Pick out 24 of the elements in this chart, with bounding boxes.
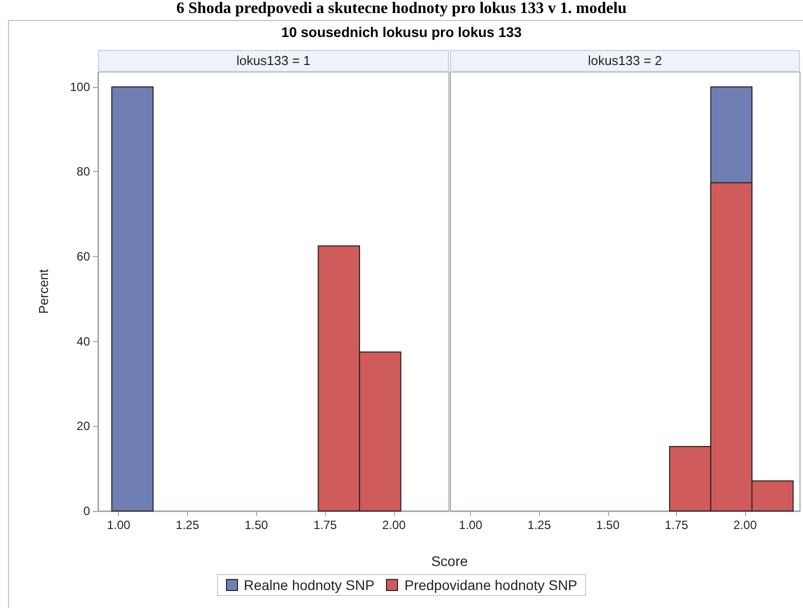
x-tick-label: 1.00 xyxy=(458,518,483,532)
chart-title: lokus133 = 2 xyxy=(450,50,800,72)
legend-label: Predpovidane hodnoty SNP xyxy=(403,577,578,593)
legend-label: Realne hodnoty SNP xyxy=(242,577,374,593)
x-tick-label: 1.50 xyxy=(244,518,268,532)
x-tick-label: 1.50 xyxy=(596,518,620,532)
y-tick-label: 20 xyxy=(76,419,90,434)
x-tick-label: 1.75 xyxy=(664,518,688,532)
x-tick-label: 2.00 xyxy=(382,518,406,532)
y-tick-label: 100 xyxy=(70,80,90,94)
x-tick-label: 1.25 xyxy=(176,518,200,532)
text: 10 sousednich lokusu pro lokus 133 xyxy=(280,24,523,40)
x-tick-label: 1.25 xyxy=(528,518,552,532)
y-tick-label: 60 xyxy=(76,250,90,264)
x-axis-title: Score xyxy=(430,553,469,569)
chart-title: lokus133 = 1 xyxy=(98,50,449,72)
text: 6 Shoda predpovedi a skutecne hodnoty pro lokus 133 v 1. modelu xyxy=(175,0,628,18)
y-tick-label: 0 xyxy=(83,504,90,518)
x-tick-label: 2.00 xyxy=(733,518,758,532)
x-tick-label: 1.75 xyxy=(313,518,338,532)
x-tick-label: 1.00 xyxy=(106,518,131,532)
y-tick-label: 40 xyxy=(76,334,90,348)
y-tick-label: 80 xyxy=(76,164,90,179)
y-axis-title: Percent xyxy=(36,268,51,314)
